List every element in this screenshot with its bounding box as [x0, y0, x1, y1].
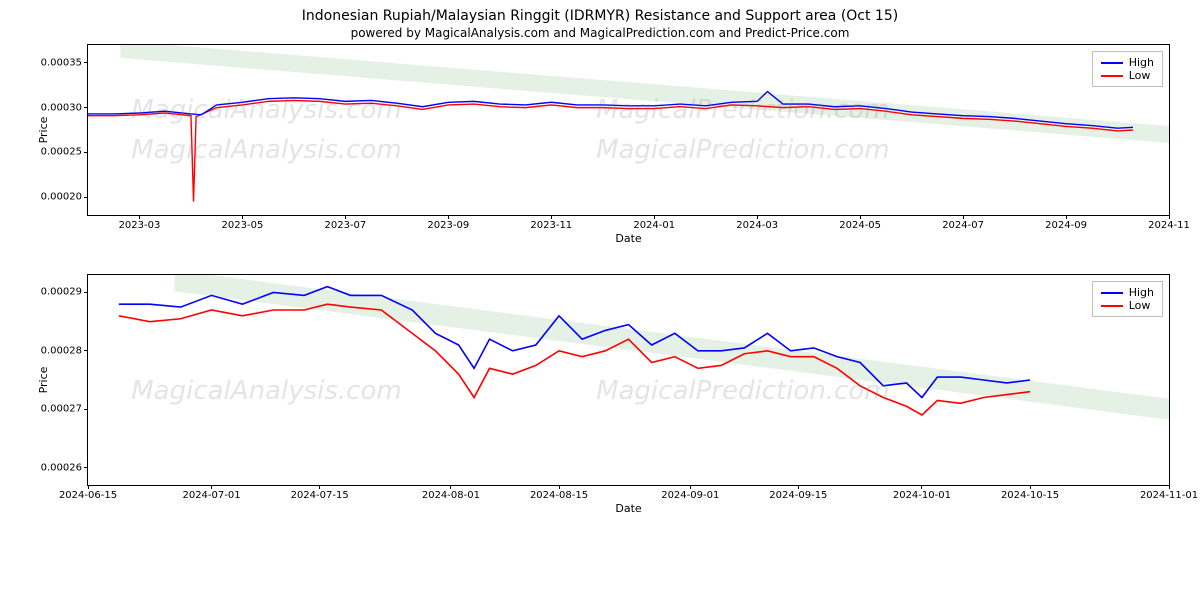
legend-item-low: Low — [1101, 299, 1154, 312]
y-tick-label: 0.00028 — [24, 345, 82, 356]
y-tick-label: 0.00025 — [24, 147, 82, 158]
legend-label-low: Low — [1129, 69, 1151, 82]
x-tick-label: 2023-09 — [427, 220, 469, 231]
x-tick-label: 2024-09-01 — [661, 490, 719, 501]
x-tick-label: 2024-10-15 — [1001, 490, 1059, 501]
legend-swatch-high — [1101, 62, 1123, 64]
legend: High Low — [1092, 51, 1163, 87]
x-tick-label: 2023-11 — [530, 220, 572, 231]
x-tick-label: 2024-06-15 — [59, 490, 117, 501]
legend-label-high: High — [1129, 286, 1154, 299]
x-tick-label: 2024-08-01 — [422, 490, 480, 501]
x-tick-label: 2024-09 — [1045, 220, 1087, 231]
x-tick-label: 2024-10-01 — [893, 490, 951, 501]
legend-swatch-low — [1101, 75, 1123, 77]
y-axis-label: Price — [37, 117, 50, 144]
legend-label-low: Low — [1129, 299, 1151, 312]
legend: High Low — [1092, 281, 1163, 317]
x-tick-label: 2024-08-15 — [530, 490, 588, 501]
x-tick-label: 2024-05 — [839, 220, 881, 231]
y-axis-label: Price — [37, 367, 50, 394]
x-tick-label: 2024-11-01 — [1140, 490, 1198, 501]
legend-swatch-low — [1101, 305, 1123, 307]
legend-item-high: High — [1101, 56, 1154, 69]
chart-title: Indonesian Rupiah/Malaysian Ringgit (IDR… — [12, 8, 1188, 24]
x-tick-label: 2024-07 — [942, 220, 984, 231]
x-tick-label: 2023-03 — [119, 220, 161, 231]
y-tick-label: 0.00029 — [24, 287, 82, 298]
y-tick-label: 0.00035 — [24, 57, 82, 68]
y-tick-label: 0.00020 — [24, 192, 82, 203]
chart-subtitle: powered by MagicalAnalysis.com and Magic… — [12, 26, 1188, 40]
y-tick-label: 0.00027 — [24, 404, 82, 415]
legend-swatch-high — [1101, 292, 1123, 294]
x-tick-label: 2024-03 — [736, 220, 778, 231]
chart-panel-top: Price Date High Low 0.000200.000250.0003… — [87, 44, 1170, 216]
y-tick-label: 0.00030 — [24, 102, 82, 113]
x-tick-label: 2024-09-15 — [769, 490, 827, 501]
legend-item-high: High — [1101, 286, 1154, 299]
chart-plot-area — [88, 45, 1169, 215]
x-tick-label: 2024-07-01 — [182, 490, 240, 501]
chart-panel-bottom: Price Date High Low 0.000260.000270.0002… — [87, 274, 1170, 486]
y-tick-label: 0.00026 — [24, 462, 82, 473]
x-tick-label: 2024-07-15 — [291, 490, 349, 501]
x-tick-label: 2023-05 — [222, 220, 264, 231]
x-tick-label: 2023-07 — [324, 220, 366, 231]
x-tick-label: 2024-01 — [633, 220, 675, 231]
chart-plot-area — [88, 275, 1169, 485]
x-axis-label: Date — [615, 502, 641, 515]
legend-item-low: Low — [1101, 69, 1154, 82]
legend-label-high: High — [1129, 56, 1154, 69]
x-tick-label: 2024-11 — [1148, 220, 1190, 231]
x-axis-label: Date — [615, 232, 641, 245]
